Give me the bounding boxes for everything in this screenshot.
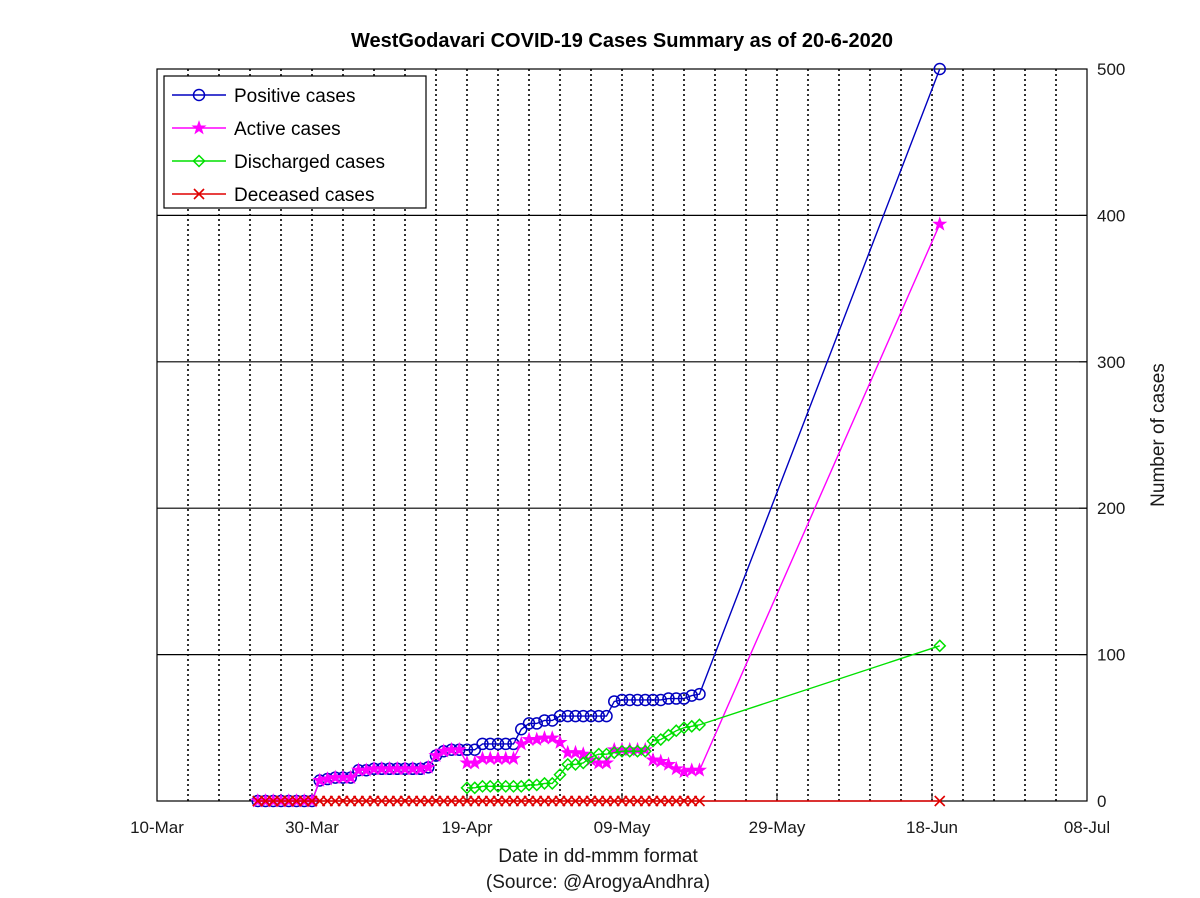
legend-item-deceased-cases: Deceased cases: [172, 185, 374, 206]
data-point: [491, 737, 505, 751]
data-point: [592, 709, 605, 723]
data-point: [691, 762, 708, 777]
data-point: [692, 718, 707, 732]
series-line: [257, 223, 941, 802]
legend-marker: [191, 120, 207, 135]
x-tick-label: 29-May: [749, 818, 806, 837]
data-point: [561, 709, 574, 723]
data-point: [476, 737, 489, 751]
legend-box: [163, 75, 427, 209]
data-point: [515, 723, 528, 736]
data-point: [645, 752, 661, 767]
data-point: [662, 692, 675, 705]
data-point: [608, 695, 621, 708]
data-point: [693, 687, 706, 701]
series-line: [467, 645, 940, 789]
data-point: [660, 756, 677, 771]
legend-item-discharged-cases: Discharged cases: [172, 152, 385, 173]
series-discharged-cases: [460, 639, 947, 795]
x-tick-label: 19-Apr: [441, 818, 492, 837]
data-point: [538, 714, 551, 727]
data-point: [544, 730, 560, 745]
data-point: [569, 709, 582, 723]
legend-marker: [192, 154, 206, 168]
legend-label: Positive cases: [234, 86, 355, 107]
y-axis-label: Number of cases: [1148, 363, 1169, 507]
legend-marker: [193, 188, 205, 200]
data-point: [631, 693, 644, 707]
data-point: [420, 759, 436, 774]
axis-ticks: 10-Mar 30-Mar 19-Apr 09-May 29-May 18-Jun 08-J…: [130, 60, 1125, 837]
series-deceased-cases: [252, 795, 946, 807]
data-point: [545, 776, 559, 790]
y-tick-label: 200: [1097, 499, 1125, 518]
legend-item-positive-cases: Positive cases: [172, 86, 355, 107]
data-point: [933, 62, 946, 76]
series-active-cases: [250, 216, 948, 808]
data-point: [661, 728, 676, 742]
x-tick-label: 30-Mar: [285, 818, 339, 837]
y-tick-label: 500: [1097, 60, 1125, 79]
chart-title: WestGodavari COVID-19 Cases Summary as o…: [351, 30, 893, 52]
data-point: [934, 795, 946, 807]
data-point: [670, 692, 683, 705]
data-point: [451, 741, 467, 757]
data-point: [522, 717, 536, 730]
data-point: [499, 737, 512, 751]
data-point: [552, 734, 568, 749]
data-point: [638, 744, 652, 758]
data-point: [932, 216, 948, 231]
y-tick-label: 100: [1097, 646, 1125, 665]
x-axis-source-label: (Source: @ArogyaAndhra): [486, 872, 710, 893]
data-point: [654, 693, 667, 707]
data-point: [685, 689, 698, 702]
data-point: [639, 693, 652, 707]
y-tick-label: 400: [1097, 206, 1125, 225]
data-point: [567, 744, 584, 760]
data-point: [600, 709, 613, 723]
data-point: [576, 756, 590, 770]
x-tick-label: 10-Mar: [130, 818, 184, 837]
data-point: [933, 639, 947, 653]
data-point: [668, 760, 684, 776]
data-point: [577, 709, 590, 723]
data-point: [584, 709, 598, 723]
legend-marker: [192, 88, 206, 102]
data-point: [654, 732, 668, 747]
legend-label: Deceased cases: [234, 185, 374, 206]
legend-label: Active cases: [234, 119, 341, 140]
data-point: [598, 755, 615, 770]
legend: Positive cases Active cases Discharged cas…: [163, 75, 427, 209]
series-layer: [250, 62, 948, 808]
data-point: [553, 709, 567, 723]
data-point: [677, 692, 691, 705]
data-point: [646, 693, 660, 707]
data-point: [553, 768, 567, 782]
data-point: [505, 750, 522, 765]
y-tick-label: 0: [1097, 792, 1106, 811]
data-point: [623, 693, 636, 707]
legend-item-active-cases: Active cases: [172, 119, 341, 140]
data-point: [484, 737, 497, 751]
x-tick-label: 08-Jul: [1064, 818, 1110, 837]
x-tick-label: 18-Jun: [906, 818, 958, 837]
data-point: [530, 717, 543, 730]
x-tick-label: 09-May: [594, 818, 651, 837]
y-tick-label: 300: [1097, 353, 1125, 372]
data-point: [653, 753, 669, 768]
legend-label: Discharged cases: [234, 152, 385, 173]
data-point: [693, 795, 706, 807]
x-axis-label: Date in dd-mmm format: [498, 846, 698, 867]
data-point: [343, 769, 359, 784]
data-point: [615, 693, 629, 707]
